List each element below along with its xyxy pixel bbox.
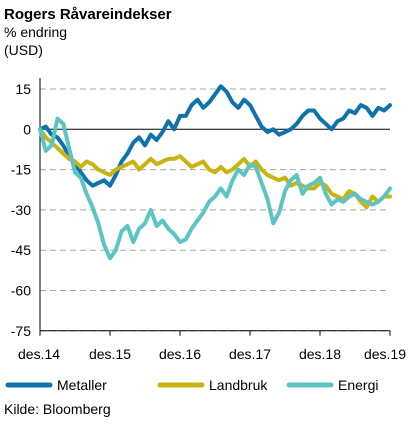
legend-label-landbruk: Landbruk xyxy=(209,377,268,393)
x-tick-label: des.17 xyxy=(229,346,271,362)
y-tick-label: 0 xyxy=(23,121,31,137)
x-tick-label: des.14 xyxy=(18,346,60,362)
x-tick-label: des.19 xyxy=(364,346,406,362)
x-tick-label: des.16 xyxy=(159,346,201,362)
legend-label-energi: Energi xyxy=(338,377,378,393)
legend-label-metaller: Metaller xyxy=(57,377,107,393)
y-tick-label: -30 xyxy=(11,202,31,218)
series-line-landbruk xyxy=(38,127,392,210)
chart-subtitle-currency: (USD) xyxy=(4,42,43,58)
x-tick-label: des.18 xyxy=(299,346,341,362)
x-axis: des.14 des.15 des.16 des.17 des.18 des.19 xyxy=(18,330,406,362)
y-tick-label: -60 xyxy=(11,283,31,299)
y-tick-label: -75 xyxy=(11,323,31,339)
y-axis: 15 0 -15 -30 -45 -60 -75 xyxy=(11,78,41,339)
legend: Metaller Landbruk Energi xyxy=(5,377,378,393)
x-tick-label: des.15 xyxy=(89,346,131,362)
y-tick-label: -45 xyxy=(11,242,31,258)
chart-source: Kilde: Bloomberg xyxy=(4,401,111,417)
series-line-metaller xyxy=(38,84,392,188)
plot-lines xyxy=(38,84,392,261)
chart-title: Rogers Råvareindekser xyxy=(4,6,172,23)
y-tick-label: 15 xyxy=(15,81,31,97)
series-line-energi xyxy=(38,116,392,261)
chart-subtitle-unit: % endring xyxy=(4,24,67,40)
y-tick-label: -15 xyxy=(11,162,31,178)
